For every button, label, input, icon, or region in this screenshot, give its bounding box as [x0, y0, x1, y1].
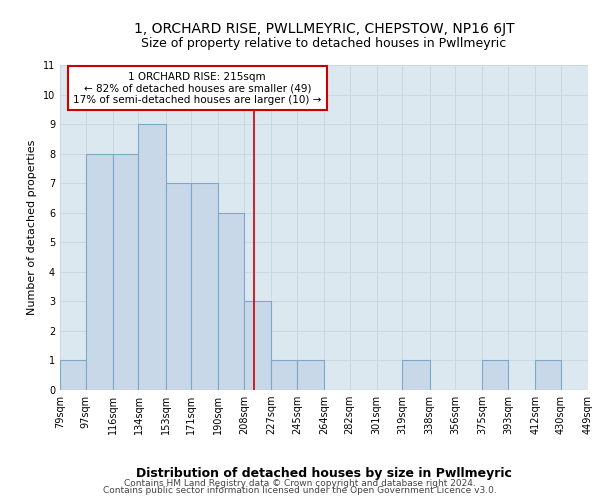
Text: Contains HM Land Registry data © Crown copyright and database right 2024.: Contains HM Land Registry data © Crown c…	[124, 478, 476, 488]
Bar	[166, 183, 191, 390]
Text: 1, ORCHARD RISE, PWLLMEYRIC, CHEPSTOW, NP16 6JT: 1, ORCHARD RISE, PWLLMEYRIC, CHEPSTOW, N…	[134, 22, 514, 36]
Text: 1 ORCHARD RISE: 215sqm
← 82% of detached houses are smaller (49)
17% of semi-det: 1 ORCHARD RISE: 215sqm ← 82% of detached…	[73, 72, 322, 104]
Text: Distribution of detached houses by size in Pwllmeyric: Distribution of detached houses by size …	[136, 468, 512, 480]
Bar	[113, 154, 139, 390]
Bar	[218, 212, 244, 390]
Bar	[535, 360, 561, 390]
Bar	[191, 183, 218, 390]
Bar	[86, 154, 113, 390]
Y-axis label: Number of detached properties: Number of detached properties	[28, 140, 37, 315]
Bar	[297, 360, 324, 390]
Bar	[403, 360, 430, 390]
Bar	[60, 360, 86, 390]
Text: Size of property relative to detached houses in Pwllmeyric: Size of property relative to detached ho…	[142, 38, 506, 51]
Text: Contains public sector information licensed under the Open Government Licence v3: Contains public sector information licen…	[103, 486, 497, 495]
Bar	[139, 124, 166, 390]
Bar	[271, 360, 297, 390]
Bar	[482, 360, 508, 390]
Bar	[244, 302, 271, 390]
